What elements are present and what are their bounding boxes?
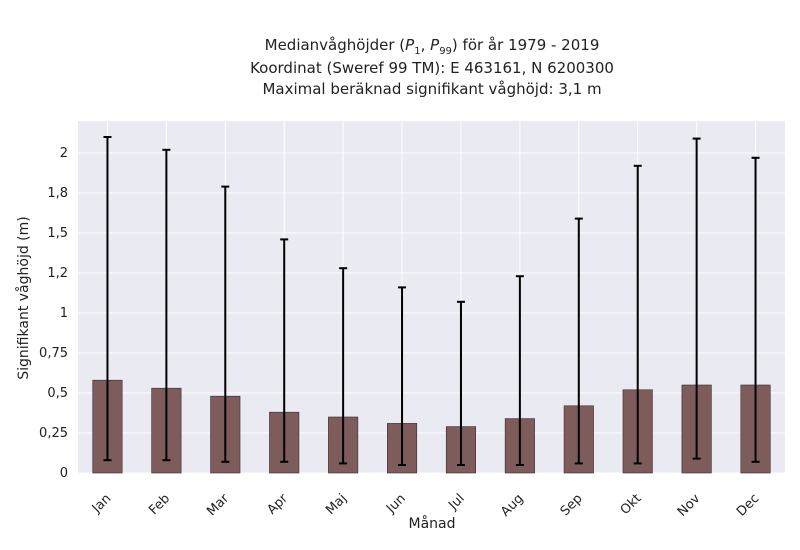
title-p1: P <box>405 36 415 54</box>
chart-title-line1: Medianvåghöjder (P1, P99) för år 1979 - … <box>80 34 784 63</box>
title-suffix: ) för år 1979 - 2019 <box>451 36 600 54</box>
x-tick-label: Mar <box>204 491 232 519</box>
x-tick-label: Dec <box>734 491 762 519</box>
title-p99-sub: 99 <box>439 46 452 57</box>
x-tick-label: Aug <box>498 491 527 520</box>
title-prefix: Medianvåghöjder ( <box>264 36 406 54</box>
y-tick-label: 2 <box>60 146 68 161</box>
plot-area <box>78 121 785 473</box>
x-axis-label: Månad <box>408 516 456 532</box>
x-tick-label: Sep <box>558 491 586 519</box>
x-tick-label: Maj <box>323 491 350 518</box>
chart-title-line2: Koordinat (Sweref 99 TM): E 463161, N 62… <box>250 59 614 77</box>
x-tick-label: Jul <box>445 491 467 513</box>
y-tick-label: 0,5 <box>47 386 68 401</box>
x-tick-label: Jun <box>383 491 409 517</box>
y-tick-label: 0,75 <box>39 346 68 361</box>
x-tick-label: Jan <box>89 491 114 516</box>
y-tick-label: 0,25 <box>39 426 68 441</box>
y-tick-label: 1,8 <box>47 186 68 201</box>
y-tick-label: 0 <box>60 466 68 481</box>
y-tick-label: 1,5 <box>47 226 68 241</box>
y-tick-label: 1 <box>60 306 68 321</box>
x-tick-label: Nov <box>675 491 704 520</box>
chart-title-line3: Maximal beräknad signifikant våghöjd: 3,… <box>262 80 602 98</box>
title-p1-sub: 1 <box>414 46 421 57</box>
x-tick-label: Okt <box>618 491 645 518</box>
title-sep: , <box>420 36 431 54</box>
y-tick-label: 1,2 <box>47 266 68 281</box>
x-tick-label: Feb <box>146 491 173 518</box>
x-tick-label: Apr <box>265 491 292 518</box>
title-p99: P <box>430 36 440 54</box>
